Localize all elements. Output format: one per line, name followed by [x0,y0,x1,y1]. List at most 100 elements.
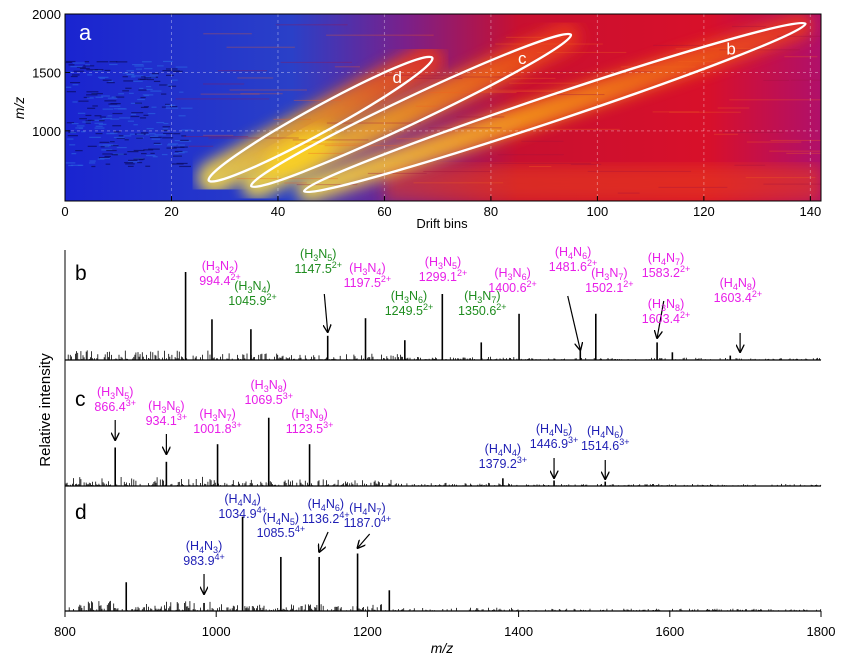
heatmap-noise-cell [85,114,92,117]
heatmap-noise-cell [130,76,136,78]
annotation-mz: 1400.62+ [488,279,537,295]
heatmap-streak [784,56,818,58]
annotation-composition: (H3N6) [391,289,427,305]
annotation-mz: 1045.92+ [228,292,277,308]
heatmap-noise-cell [125,163,135,165]
annotation-mz: 1249.52+ [385,302,434,318]
annotation-mz: 1136.24+ [302,510,350,526]
annotation-composition: (H4N5) [263,511,299,527]
annotation-composition: (H3N5) [425,255,461,271]
annotation-composition: (H4N7) [648,251,684,267]
heatmap-noise-cell [137,98,145,101]
annotation-composition: (H3N8) [648,297,684,313]
heatmap-noise-cell [105,163,111,165]
heatmap-noise-cell [128,161,140,163]
heatmap-noise-cell [141,76,146,78]
heatmap-noise-cell [181,135,187,137]
heatmap-noise-cell [131,112,144,114]
heatmap-streak [203,134,234,136]
heatmap-streak [763,79,790,81]
heatmap-hot-band-b [296,14,813,201]
heatmap-noise-cell [142,94,154,96]
heatmap-noise-cell [162,126,171,128]
annotation-mz: 1514.63+ [581,437,630,453]
heatmap-noise-cell [165,103,170,106]
heatmap-noise-cell [165,68,178,70]
heatmap-noise-cell [129,92,134,94]
annotation-mz: 1603.42+ [642,310,691,326]
spectra-x-tick-label: 1800 [807,624,836,639]
heatmap-streak [509,82,579,84]
heatmap-noise-cell [113,108,126,110]
annotation-composition: (H3N8) [251,378,287,394]
heatmap-noise-cell [173,146,185,148]
heatmap-streak [620,66,696,68]
heatmap-streak [717,107,750,109]
heatmap-noise-cell [144,68,153,70]
heatmap-noise-cell [109,63,118,66]
heatmap-x-axis-label: Drift bins [416,216,468,231]
heatmap-noise-cell [69,144,76,146]
heatmap-noise-cell [140,96,146,99]
heatmap-noise-cell [144,134,149,136]
heatmap-noise-cell [89,160,96,162]
heatmap-y-ticks: 1000 1500 2000 [32,7,70,139]
heatmap-noise-cell [98,156,110,159]
heatmap-noise-cell [178,151,188,153]
heatmap-noise-cell [149,74,159,76]
heatmap-noise-cell [163,132,173,135]
heatmap-noise-cell [68,164,74,167]
heatmap-noise-cell [96,61,109,63]
heatmap-streak [734,164,766,166]
heatmap-noise-cell [154,134,166,136]
heatmap-streak [188,145,214,147]
heatmap-noise-cell [70,82,81,84]
heatmap-streak [653,44,703,46]
heatmap-streak [722,131,784,133]
heatmap-noise-cell [71,123,79,125]
heatmap-streak [745,177,816,179]
heatmap-streak [546,72,640,74]
heatmap-streak [203,33,252,35]
heatmap-streak [396,138,433,140]
annotation-mz: 1123.53+ [286,420,334,436]
heatmap-noise-cell [111,154,118,156]
spectrum-noise [64,476,822,486]
heatmap-noise-cell [113,136,125,139]
annotation-composition: (H4N6) [555,245,591,261]
heatmap-noise-cell [162,70,173,72]
heatmap-noise-cell [173,133,181,135]
heatmap-noise-cell [133,149,145,152]
heatmap-noise-cell [112,125,122,127]
annotation-composition: (H4N8) [720,276,756,292]
heatmap-x-tick-label: 100 [587,204,609,219]
spectrum-panel-b: b (H3N2)994.42+(H3N4)1045.92+(H3N5)1147.5… [64,245,822,361]
heatmap-streak [777,35,821,37]
heatmap-streak [675,48,771,50]
annotation-mz: 1379.23+ [479,455,528,471]
annotation-composition: (H3N5) [97,385,133,401]
heatmap-noise-cell [110,118,120,120]
heatmap-noise-cell [87,74,93,76]
heatmap-streak [786,152,821,154]
heatmap-noise-cell [165,107,172,109]
annotation-mz: 1350.62+ [458,302,507,318]
heatmap-noise-cell [106,82,115,84]
heatmap-streak [293,99,342,101]
heatmap-streak [280,61,352,63]
heatmap-noise-cell [86,94,98,96]
heatmap-noise-cell [86,97,94,99]
heatmap-streak [334,66,360,68]
annotation-composition: (H4N6) [308,497,344,513]
heatmap-noise-cell [162,137,174,139]
heatmap-noise-cell [165,104,176,106]
heatmap-noise-cell [123,80,134,82]
annotation-mz: 1085.54+ [257,524,306,540]
heatmap-streak [367,172,427,174]
heatmap-streak [790,79,821,81]
annotation-composition: (H3N4) [234,279,270,295]
heatmap-x-tick-label: 40 [271,204,285,219]
annotation-mz: 1034.94+ [218,505,267,521]
heatmap-noise-cell [135,68,143,70]
heatmap-streak [428,127,502,129]
